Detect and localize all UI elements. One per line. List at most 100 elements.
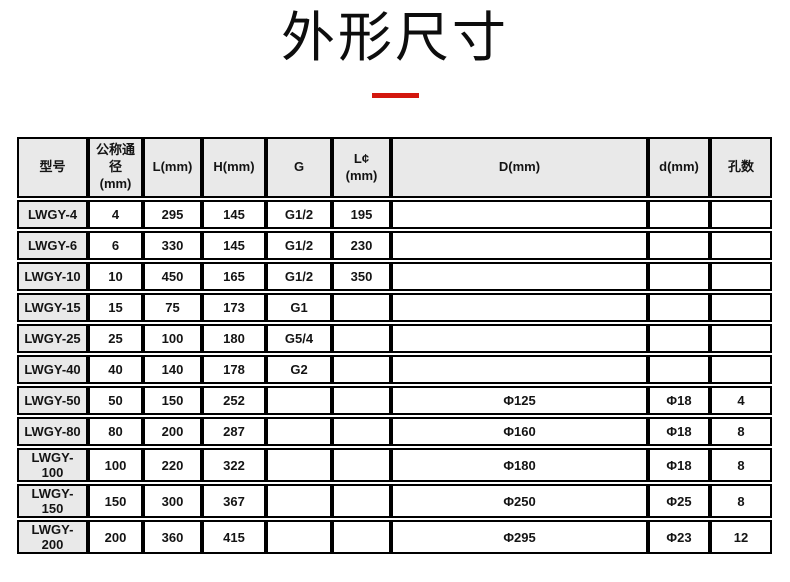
column-header: 孔数: [710, 137, 772, 198]
column-header: 型号: [17, 137, 88, 198]
column-header: G: [266, 137, 332, 198]
column-header: H(mm): [202, 137, 266, 198]
value-cell: Φ180: [391, 448, 648, 482]
value-cell: [266, 417, 332, 446]
value-cell: [266, 520, 332, 554]
value-cell: [332, 417, 391, 446]
value-cell: Φ125: [391, 386, 648, 415]
column-header: d(mm): [648, 137, 710, 198]
value-cell: [710, 293, 772, 322]
value-cell: 230: [332, 231, 391, 260]
value-cell: 40: [88, 355, 143, 384]
value-cell: [710, 200, 772, 229]
value-cell: [332, 448, 391, 482]
value-cell: [391, 231, 648, 260]
table-row: LWGY-200 200 360 415 Φ295 Φ23 12: [17, 520, 772, 554]
value-cell: 195: [332, 200, 391, 229]
value-cell: 322: [202, 448, 266, 482]
value-cell: [648, 355, 710, 384]
dimensions-table: 型号 公称通径 (mm) L(mm) H(mm) G L¢ (mm) D(mm) d(mm) 孔…: [17, 135, 772, 556]
value-cell: 173: [202, 293, 266, 322]
value-cell: 100: [143, 324, 202, 353]
value-cell: [391, 293, 648, 322]
table-header-row: 型号 公称通径 (mm) L(mm) H(mm) G L¢ (mm) D(mm) d(mm) 孔…: [17, 137, 772, 198]
model-cell: LWGY-25: [17, 324, 88, 353]
value-cell: 50: [88, 386, 143, 415]
value-cell: Φ250: [391, 484, 648, 518]
table-row: LWGY-6 6 330 145 G1/2 230: [17, 231, 772, 260]
value-cell: 252: [202, 386, 266, 415]
value-cell: 150: [143, 386, 202, 415]
table-row: LWGY-50 50 150 252 Φ125 Φ18 4: [17, 386, 772, 415]
model-cell: LWGY-50: [17, 386, 88, 415]
model-cell: LWGY-200: [17, 520, 88, 554]
title-underline: [371, 92, 419, 98]
value-cell: 8: [710, 448, 772, 482]
table-row: LWGY-100 100 220 322 Φ180 Φ18 8: [17, 448, 772, 482]
value-cell: [710, 324, 772, 353]
value-cell: [266, 484, 332, 518]
value-cell: [648, 200, 710, 229]
value-cell: [391, 200, 648, 229]
value-cell: 8: [710, 484, 772, 518]
value-cell: 367: [202, 484, 266, 518]
table-row: LWGY-150 150 300 367 Φ250 Φ25 8: [17, 484, 772, 518]
value-cell: [266, 448, 332, 482]
value-cell: 15: [88, 293, 143, 322]
value-cell: 415: [202, 520, 266, 554]
value-cell: 145: [202, 231, 266, 260]
table-row: LWGY-15 15 75 173 G1: [17, 293, 772, 322]
value-cell: [710, 262, 772, 291]
value-cell: 300: [143, 484, 202, 518]
table-body: LWGY-4 4 295 145 G1/2 195 LWGY-6 6 330 145 G1/2 230…: [17, 200, 772, 554]
value-cell: [648, 324, 710, 353]
value-cell: 140: [143, 355, 202, 384]
model-cell: LWGY-15: [17, 293, 88, 322]
model-cell: LWGY-100: [17, 448, 88, 482]
column-header: D(mm): [391, 137, 648, 198]
value-cell: G5/4: [266, 324, 332, 353]
value-cell: [332, 355, 391, 384]
value-cell: [648, 262, 710, 291]
model-cell: LWGY-40: [17, 355, 88, 384]
value-cell: Φ295: [391, 520, 648, 554]
value-cell: 6: [88, 231, 143, 260]
value-cell: [332, 520, 391, 554]
value-cell: 145: [202, 200, 266, 229]
value-cell: [332, 484, 391, 518]
value-cell: 4: [710, 386, 772, 415]
value-cell: 8: [710, 417, 772, 446]
value-cell: 75: [143, 293, 202, 322]
value-cell: Φ25: [648, 484, 710, 518]
value-cell: [648, 231, 710, 260]
column-header: L(mm): [143, 137, 202, 198]
table-row: LWGY-25 25 100 180 G5/4: [17, 324, 772, 353]
value-cell: 25: [88, 324, 143, 353]
value-cell: 10: [88, 262, 143, 291]
value-cell: G1/2: [266, 200, 332, 229]
value-cell: 287: [202, 417, 266, 446]
value-cell: G2: [266, 355, 332, 384]
value-cell: Φ160: [391, 417, 648, 446]
column-header: L¢ (mm): [332, 137, 391, 198]
value-cell: 180: [202, 324, 266, 353]
model-cell: LWGY-6: [17, 231, 88, 260]
value-cell: [391, 355, 648, 384]
value-cell: [266, 386, 332, 415]
model-cell: LWGY-80: [17, 417, 88, 446]
model-cell: LWGY-150: [17, 484, 88, 518]
value-cell: 150: [88, 484, 143, 518]
value-cell: 220: [143, 448, 202, 482]
value-cell: G1: [266, 293, 332, 322]
value-cell: [710, 231, 772, 260]
value-cell: Φ18: [648, 417, 710, 446]
value-cell: Φ23: [648, 520, 710, 554]
column-header: 公称通径 (mm): [88, 137, 143, 198]
table-row: LWGY-80 80 200 287 Φ160 Φ18 8: [17, 417, 772, 446]
value-cell: 360: [143, 520, 202, 554]
value-cell: 295: [143, 200, 202, 229]
model-cell: LWGY-10: [17, 262, 88, 291]
value-cell: [391, 262, 648, 291]
value-cell: Φ18: [648, 386, 710, 415]
